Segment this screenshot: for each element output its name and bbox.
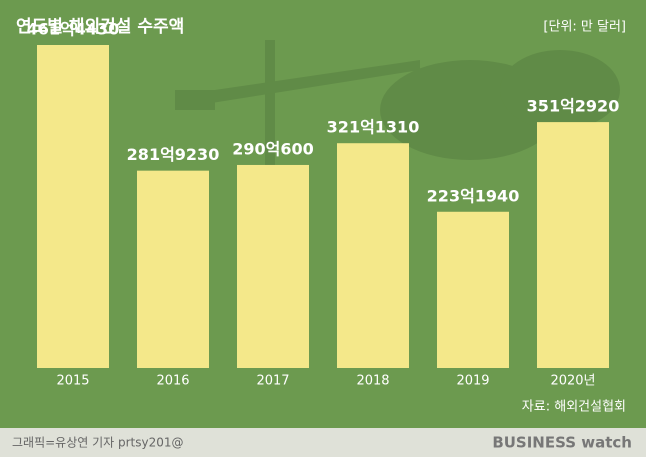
value-label: 290억600 [232, 139, 314, 158]
brand: BUSINESS watch [492, 434, 632, 452]
x-tick-label: 2015 [56, 374, 89, 389]
x-tick-label: 2020년 [550, 374, 595, 389]
bar [237, 164, 309, 368]
bar [337, 143, 409, 368]
value-label: 223억1940 [427, 186, 520, 205]
x-tick-label: 2019 [456, 374, 489, 389]
credit: 그래픽=유상연 기자 prtsy201@ [12, 436, 184, 450]
x-tick-label: 2017 [256, 374, 289, 389]
unit-note: [단위: 만 달러] [543, 20, 626, 35]
value-label: 281억9230 [127, 145, 220, 164]
value-label: 321억1310 [327, 118, 420, 137]
footer-band [0, 428, 646, 457]
value-label: 461억4430 [27, 20, 120, 39]
chart-title: 연도별 해외건설 수주액 [16, 17, 184, 37]
decoration [175, 40, 620, 200]
bar [137, 170, 209, 368]
bar [37, 45, 109, 368]
value-label: 351억2920 [527, 97, 620, 116]
source: 자료: 해외건설협회 [522, 400, 626, 415]
x-tick-label: 2018 [356, 374, 389, 389]
x-tick-label: 2016 [156, 374, 189, 389]
bar [437, 211, 509, 368]
bar [537, 122, 609, 368]
